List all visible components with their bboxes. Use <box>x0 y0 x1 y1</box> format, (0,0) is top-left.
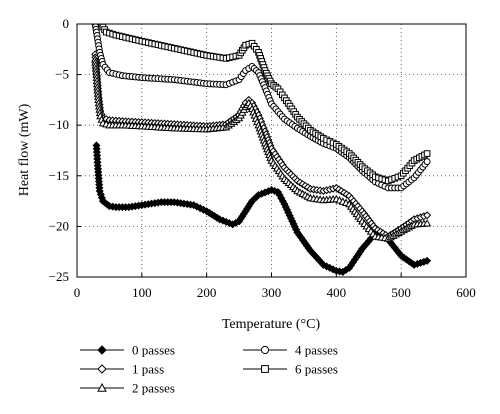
legend-marker <box>97 364 107 374</box>
series-layer <box>91 24 432 276</box>
legend: 0 passes 1 pass 2 passes 4 passes 6 passes <box>80 343 338 396</box>
y-axis-ticks: 0 −5 −10 −15 −20 −25 <box>49 16 81 284</box>
data-point <box>423 256 432 265</box>
legend-item: 1 pass <box>80 362 164 377</box>
series-2-passes <box>91 55 432 242</box>
x-axis-ticks: 0 100 200 300 400 500 600 <box>74 273 476 300</box>
series-line <box>94 24 428 189</box>
x-axis-label: Temperature (°C) <box>222 317 321 332</box>
x-tick-label: 500 <box>391 285 411 300</box>
y-tick-label: −20 <box>49 218 69 233</box>
y-tick-label: 0 <box>63 16 70 31</box>
y-axis-label: Heat flow (mW) <box>17 103 32 196</box>
legend-item: 2 passes <box>80 381 175 396</box>
legend-item: 0 passes <box>80 343 175 358</box>
legend-label: 6 passes <box>295 362 338 377</box>
y-tick-label: −5 <box>55 67 69 82</box>
y-tick-label: −25 <box>49 269 69 284</box>
data-point <box>423 150 431 157</box>
series-line <box>95 145 428 273</box>
x-tick-label: 600 <box>456 285 476 300</box>
legend-marker <box>97 345 107 355</box>
series-6-passes <box>98 24 431 185</box>
legend-label: 4 passes <box>295 343 338 358</box>
x-tick-label: 100 <box>132 285 152 300</box>
series-4-passes <box>91 24 431 192</box>
legend-item: 6 passes <box>243 362 338 377</box>
series-line <box>101 24 428 182</box>
series-0-passes <box>92 141 432 276</box>
data-point <box>423 158 431 166</box>
y-tick-label: −15 <box>49 168 69 183</box>
data-point <box>423 211 432 220</box>
legend-label: 0 passes <box>132 343 175 358</box>
y-tick-label: −10 <box>49 117 69 132</box>
legend-marker <box>261 365 269 373</box>
legend-marker <box>97 382 107 392</box>
x-tick-label: 200 <box>197 285 217 300</box>
legend-marker <box>260 345 270 355</box>
x-tick-label: 300 <box>262 285 282 300</box>
x-tick-label: 0 <box>74 285 81 300</box>
legend-label: 2 passes <box>132 381 175 396</box>
data-point <box>422 219 432 227</box>
legend-label: 1 pass <box>132 362 164 377</box>
legend-item: 4 passes <box>243 343 338 358</box>
x-tick-label: 400 <box>327 285 347 300</box>
